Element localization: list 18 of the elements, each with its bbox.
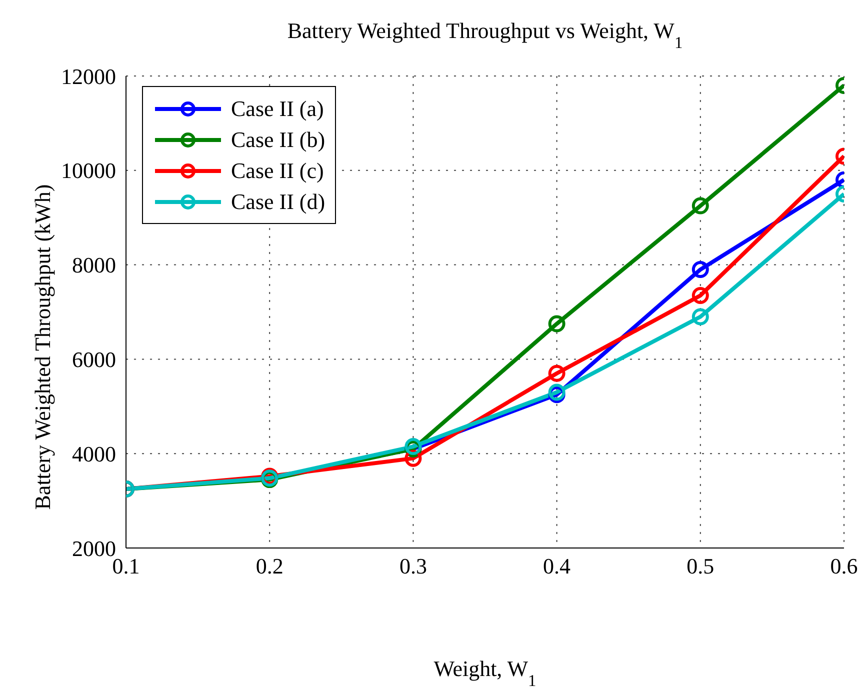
x-tick-label: 0.6 <box>830 554 858 579</box>
chart-title: Battery Weighted Throughput vs Weight, W$_{1}$ <box>287 18 683 52</box>
x-tick-label: 0.5 <box>686 554 714 579</box>
y-tick-label: 8000 <box>72 252 116 278</box>
y-axis-title: Battery Weighted Throughput (kWh) <box>30 184 55 510</box>
y-tick-label: 10000 <box>61 158 116 184</box>
y-tick-label: 12000 <box>61 64 116 89</box>
y-tick-label: 6000 <box>72 347 116 372</box>
legend-label: Case II (d) <box>231 188 326 214</box>
legend-label: Case II (c) <box>231 158 324 184</box>
x-tick-label: 0.4 <box>543 554 571 579</box>
y-tick-label: 4000 <box>72 441 116 466</box>
legend-label: Case II (a) <box>231 96 324 122</box>
legend-label: Case II (b) <box>231 126 326 152</box>
x-axis-title: Weight, W$_{1}$ <box>434 656 536 690</box>
x-tick-label: 0.2 <box>256 554 284 579</box>
y-tick-label: 2000 <box>72 536 116 561</box>
x-tick-label: 0.3 <box>399 554 427 579</box>
